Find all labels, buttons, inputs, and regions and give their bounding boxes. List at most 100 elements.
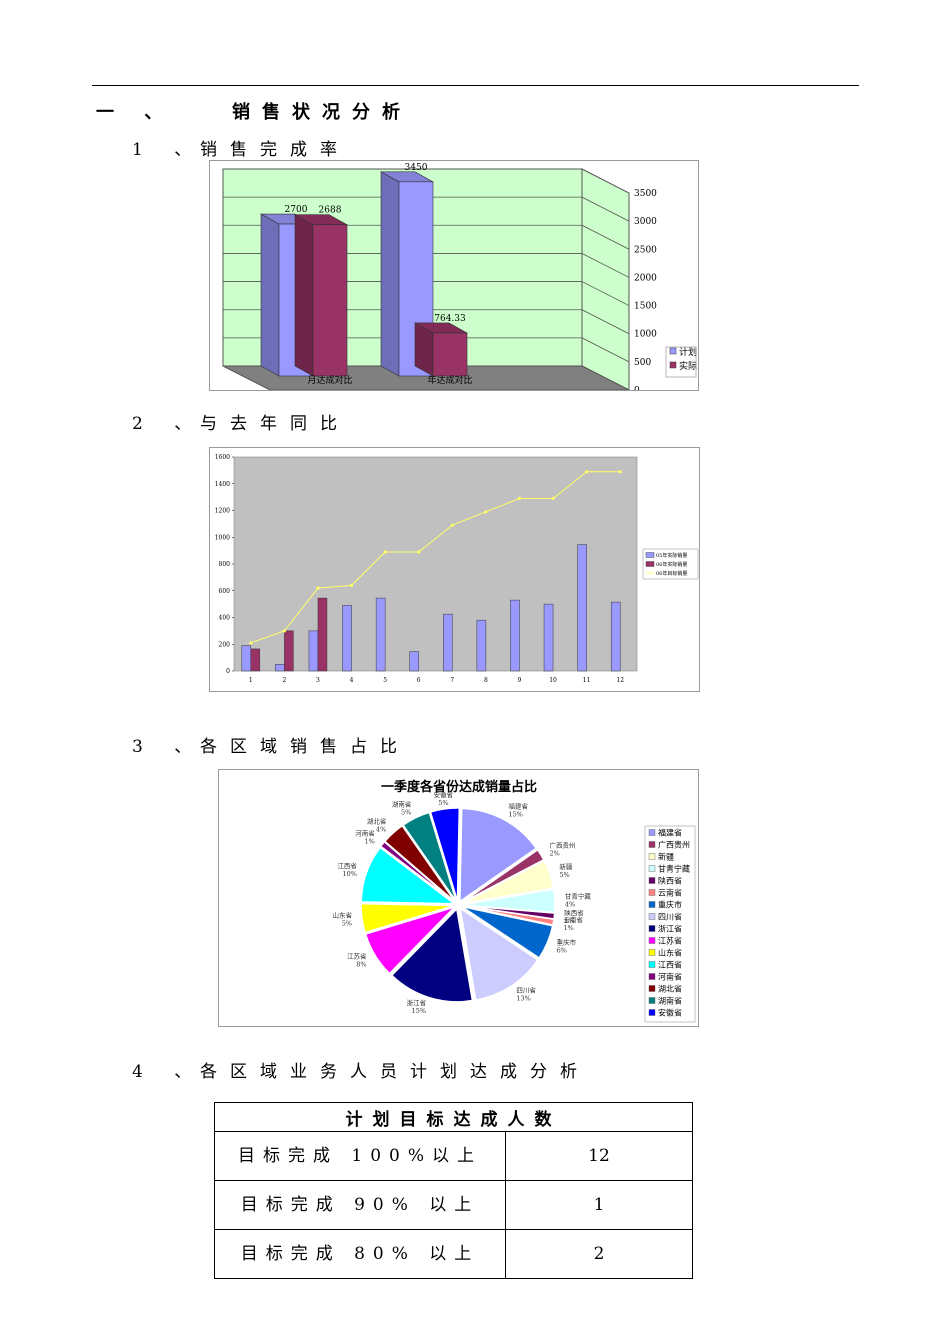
legend-swatch: [645, 552, 655, 558]
y-tick-label: 200: [219, 641, 231, 648]
slice-name-label: 湖北省: [367, 817, 387, 826]
slice-pct-label: 15%: [508, 811, 522, 819]
table-row: 目标完成 100%以上 12: [214, 1131, 693, 1181]
pie-slice: [429, 807, 461, 902]
bar: [284, 630, 294, 672]
subsection-4-number: 4 、: [132, 1062, 205, 1082]
legend-label: 福建省: [658, 828, 682, 838]
bar-value-label: 2700: [285, 205, 308, 215]
legend-swatch: [669, 347, 677, 355]
bar: [241, 645, 252, 672]
subsection-1-number: 1 、: [132, 140, 205, 160]
yoy-chart-frame: 0 200 400 600 800 1000 1200 1400 1600 1 2 3 4 5 6 7 8 9 10…: [209, 447, 700, 692]
x-tick-label: 年达成对比: [427, 374, 472, 386]
slice-name-label: 湖南省: [392, 800, 412, 809]
slice-pct-label: 5%: [401, 809, 411, 817]
bar: [308, 630, 319, 672]
gridline-side: [581, 337, 630, 363]
legend-swatch: [648, 829, 656, 836]
x-tick-label: 11: [583, 677, 591, 684]
pie-slice: [461, 904, 555, 926]
completion-rate-chart: 0 500 1000 1500 2000 2500 3000 3500 2700 2688 月达成对…: [222, 163, 697, 396]
legend-label: 江苏省: [658, 936, 682, 946]
y-tick-label: 1600: [215, 454, 230, 461]
completion-rate-chart-frame: 0 500 1000 1500 2000 2500 3000 3500 2700 2688 月达成对…: [209, 160, 699, 396]
table-header: 计划目标达成人数: [214, 1102, 693, 1132]
table-row: 目标完成 90% 以上 1: [214, 1180, 693, 1230]
x-tick-label: 3: [316, 677, 320, 684]
subsection-3-number: 3 、: [132, 737, 205, 757]
x-tick-label: 12: [616, 677, 624, 684]
x-tick-label: 10: [549, 677, 557, 684]
y-tick-label: 0: [226, 668, 230, 675]
line-point: [551, 496, 555, 501]
bar: [543, 603, 554, 672]
y-tick-label: 1500: [634, 302, 657, 312]
pie-slice: [461, 905, 554, 959]
legend-swatch: [669, 361, 677, 369]
line-point: [484, 510, 488, 514]
pie-slice: [383, 824, 456, 903]
legend-box: [665, 346, 697, 378]
legend-label: 计划: [679, 346, 697, 358]
legend-label: 山东省: [658, 948, 682, 958]
slice-name-label: 河南省: [355, 829, 375, 838]
legend-label: 江西省: [658, 960, 682, 970]
pie-slice: [360, 846, 457, 905]
pie-slice: [460, 848, 545, 904]
bar-value-label: 2688: [319, 206, 342, 216]
x-tick-label: 1: [249, 677, 253, 684]
y-tick-label: 800: [219, 561, 231, 568]
slice-pct-label: 1%: [563, 924, 573, 932]
gridline-side: [581, 196, 630, 222]
legend-label: 实际: [679, 360, 697, 372]
y-tick-label: 1400: [215, 481, 230, 488]
x-tick-label: 月达成对比: [307, 374, 352, 386]
legend-swatch: [648, 841, 656, 848]
legend-swatch: [648, 889, 656, 896]
table-row-label: 目标完成 100%以上: [214, 1131, 506, 1181]
line-point: [282, 629, 286, 633]
legend-swatch: [648, 901, 656, 908]
bar-side: [294, 214, 314, 377]
legend-swatch: [645, 561, 655, 567]
slice-pct-label: 15%: [412, 1007, 426, 1015]
slice-pct-label: 13%: [516, 995, 530, 1003]
bar: [610, 601, 621, 672]
bar-side: [260, 213, 280, 377]
legend-swatch: [648, 865, 656, 872]
y-tick-label: 500: [634, 358, 651, 368]
legend-swatch: [648, 853, 656, 860]
bar: [275, 664, 285, 672]
bar: [375, 597, 386, 672]
slice-name-label: 陕西省: [564, 908, 584, 917]
table-row-label: 目标完成 80% 以上: [214, 1229, 506, 1279]
legend-label: 06年实际销量: [656, 561, 687, 568]
y-tick-label: 2000: [634, 273, 657, 283]
bar: [409, 651, 419, 672]
target-achievement-table: 计划目标达成人数 目标完成 100%以上 12 目标完成 90% 以上 1 目标…: [214, 1102, 693, 1279]
pie-slice: [459, 906, 539, 1001]
legend-label: 湖北省: [658, 984, 682, 994]
table-header-row: 计划目标达成人数: [214, 1102, 693, 1132]
slice-name-label: 甘青宁藏: [565, 891, 592, 900]
line-point: [450, 523, 454, 527]
legend-swatch: [648, 961, 656, 968]
x-tick-label: 2: [282, 677, 286, 684]
line-point: [249, 641, 253, 645]
y-tick-label: 600: [219, 588, 231, 595]
bar: [577, 544, 587, 672]
side-wall: [581, 168, 630, 391]
slice-name-label: 浙江省: [407, 998, 427, 1007]
subsection-3-title: 各区域销售占比: [200, 737, 410, 757]
plot-area: [233, 456, 638, 672]
y-tick-label: 0: [634, 386, 640, 390]
slice-pct-label: 5%: [342, 920, 352, 928]
legend-label: 06年目标销量: [656, 570, 687, 577]
region-share-chart: 一季度各省份达成销量占比福建省15%广西贵州2%新疆5%甘青宁藏4%陕西省1%云…: [333, 779, 696, 1023]
legend-label: 河南省: [658, 972, 682, 982]
subsection-4-title: 各区域业务人员计划达成分析: [200, 1062, 590, 1082]
y-tick-label: 1000: [215, 534, 230, 541]
subsection-2-title: 与去年同比: [200, 414, 350, 434]
